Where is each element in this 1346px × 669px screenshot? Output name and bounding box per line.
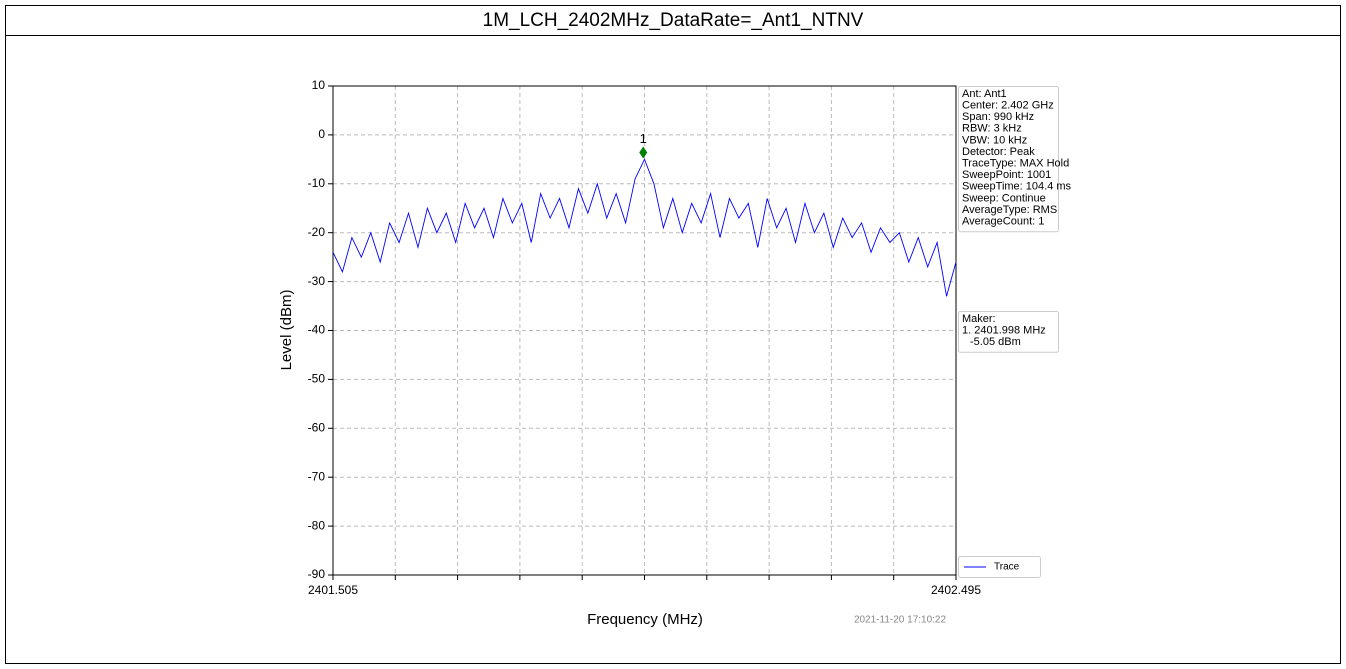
timestamp: 2021-11-20 17:10:22 — [854, 615, 947, 626]
marker-label: 1 — [640, 131, 647, 146]
info-line: Detector: Peak — [962, 146, 1035, 158]
info-line: TraceType: MAX Hold — [962, 158, 1069, 170]
y-tick-label: -80 — [308, 518, 326, 532]
trace — [332, 158, 957, 297]
info-line: Center: 2.402 GHz — [962, 100, 1054, 112]
marker-info-line: Maker: — [962, 313, 996, 325]
y-tick-label: -30 — [308, 274, 326, 288]
info-line: Ant: Ant1 — [962, 88, 1007, 100]
y-tick-label: -70 — [308, 469, 326, 483]
info-box — [958, 86, 1059, 233]
y-tick-label: -90 — [308, 567, 326, 581]
y-tick-label: -60 — [308, 420, 326, 434]
marker-info-box — [958, 311, 1059, 353]
y-tick-label: -50 — [308, 372, 326, 386]
marker-info-line: 1. 2401.998 MHz — [962, 325, 1046, 337]
info-line: SweepPoint: 1001 — [962, 169, 1051, 181]
info-line: Sweep: Continue — [962, 192, 1046, 204]
y-axis-label: Level (dBm) — [278, 290, 295, 371]
y-tick-label: 10 — [312, 78, 326, 92]
info-line: Span: 990 kHz — [962, 111, 1034, 123]
legend-box — [958, 556, 1041, 578]
chart-title: 1M_LCH_2402MHz_DataRate=_Ant1_NTNV — [483, 10, 864, 31]
frame — [5, 5, 1341, 664]
legend-label: Trace — [994, 562, 1020, 573]
info-line: SweepTime: 104.4 ms — [962, 181, 1072, 193]
y-tick-label: -10 — [308, 176, 326, 190]
x-axis-label: Frequency (MHz) — [587, 611, 703, 628]
y-tick-label: -20 — [308, 225, 326, 239]
x-tick-label: 2401.505 — [308, 583, 358, 597]
info-line: RBW: 3 kHz — [962, 123, 1022, 135]
marker-info-line: -5.05 dBm — [970, 336, 1021, 348]
plot-frame — [332, 85, 957, 576]
y-tick-label: 0 — [318, 127, 325, 141]
marker — [639, 146, 648, 159]
info-line: AverageType: RMS — [962, 204, 1057, 216]
info-line: VBW: 10 kHz — [962, 134, 1027, 146]
y-tick-label: -40 — [308, 323, 326, 337]
info-line: AverageCount: 1 — [962, 216, 1044, 228]
x-tick-label: 2402.495 — [931, 583, 981, 597]
